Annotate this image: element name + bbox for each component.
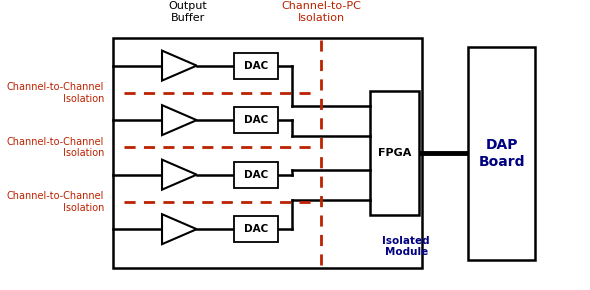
Text: Channel-to-Channel
Isolation: Channel-to-Channel Isolation	[7, 82, 104, 104]
Text: DAP
Board: DAP Board	[478, 138, 525, 168]
Polygon shape	[162, 105, 196, 135]
Text: Channel-to-Channel
Isolation: Channel-to-Channel Isolation	[7, 191, 104, 213]
Bar	[468, 47, 535, 260]
Text: FPGA: FPGA	[378, 148, 411, 158]
Text: DAC: DAC	[244, 115, 268, 125]
Polygon shape	[162, 51, 196, 81]
Bar	[234, 107, 278, 133]
Text: DAC: DAC	[244, 170, 268, 180]
Bar	[234, 216, 278, 242]
Bar	[113, 38, 422, 268]
Bar	[370, 91, 419, 215]
Bar	[234, 162, 278, 188]
Bar	[234, 53, 278, 79]
Text: Channel-to-Channel
Isolation: Channel-to-Channel Isolation	[7, 137, 104, 158]
Text: DAC: DAC	[244, 224, 268, 234]
Text: DAC: DAC	[244, 61, 268, 70]
Polygon shape	[162, 214, 196, 244]
Text: Isolated
Module: Isolated Module	[382, 235, 430, 257]
Polygon shape	[162, 160, 196, 190]
Text: Output
Buffer: Output Buffer	[169, 1, 208, 23]
Text: Channel-to-PC
Isolation: Channel-to-PC Isolation	[281, 1, 361, 23]
